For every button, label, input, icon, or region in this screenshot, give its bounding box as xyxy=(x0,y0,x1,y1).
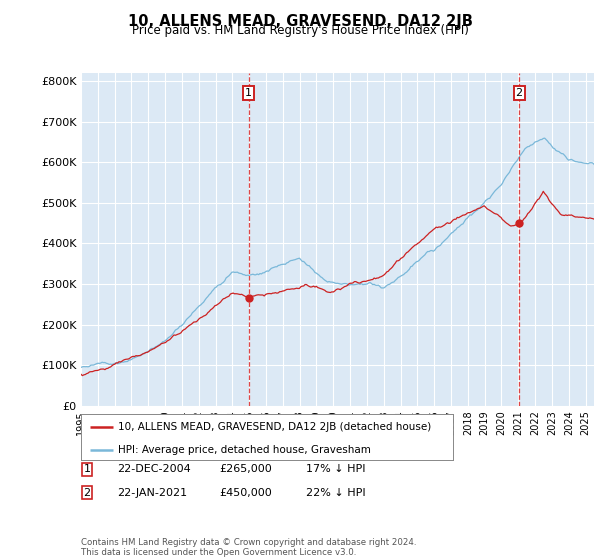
Text: 10, ALLENS MEAD, GRAVESEND, DA12 2JB (detached house): 10, ALLENS MEAD, GRAVESEND, DA12 2JB (de… xyxy=(118,422,431,432)
Text: Price paid vs. HM Land Registry's House Price Index (HPI): Price paid vs. HM Land Registry's House … xyxy=(131,24,469,37)
Text: 10, ALLENS MEAD, GRAVESEND, DA12 2JB: 10, ALLENS MEAD, GRAVESEND, DA12 2JB xyxy=(128,14,472,29)
Text: 1: 1 xyxy=(245,88,252,98)
Text: Contains HM Land Registry data © Crown copyright and database right 2024.
This d: Contains HM Land Registry data © Crown c… xyxy=(81,538,416,557)
Text: 2: 2 xyxy=(83,488,91,498)
Text: HPI: Average price, detached house, Gravesham: HPI: Average price, detached house, Grav… xyxy=(118,445,371,455)
Text: 1: 1 xyxy=(83,464,91,474)
Text: 2: 2 xyxy=(515,88,523,98)
Text: 22-DEC-2004: 22-DEC-2004 xyxy=(117,464,191,474)
Text: 22% ↓ HPI: 22% ↓ HPI xyxy=(306,488,365,498)
Text: £450,000: £450,000 xyxy=(219,488,272,498)
Text: 17% ↓ HPI: 17% ↓ HPI xyxy=(306,464,365,474)
Text: 22-JAN-2021: 22-JAN-2021 xyxy=(117,488,187,498)
Text: £265,000: £265,000 xyxy=(219,464,272,474)
